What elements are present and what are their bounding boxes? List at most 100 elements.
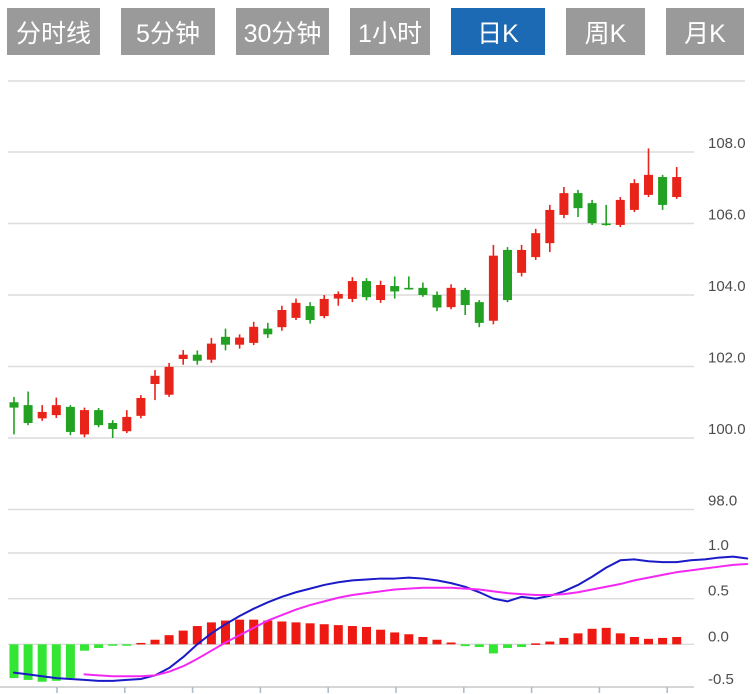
tab-1小时[interactable]: 1小时 <box>350 8 430 55</box>
candle-23 <box>333 291 343 306</box>
candle-7 <box>108 420 118 438</box>
macd-bar <box>446 642 456 645</box>
candle-33 <box>474 300 484 328</box>
price-axis-label: 100.0 <box>708 421 746 438</box>
macd-bar <box>192 626 202 645</box>
macd-bar <box>587 628 597 645</box>
tab-label: 日K <box>477 19 519 48</box>
tab-月K[interactable]: 月K <box>666 8 744 55</box>
candle-44 <box>629 179 639 213</box>
candle-41 <box>587 199 597 225</box>
macd-bar <box>531 643 541 645</box>
candle-35 <box>503 247 512 303</box>
candle-46 <box>658 174 668 210</box>
candlestick-grid: 108.0 106.0 104.0 102.0 100.0 98.0 <box>8 80 746 511</box>
candle-40 <box>573 189 583 218</box>
candle-12 <box>178 350 188 365</box>
tab-label: 分时线 <box>15 19 91 48</box>
tab-5分钟[interactable]: 5分钟 <box>121 8 215 55</box>
candle-42 <box>601 204 611 226</box>
macd-bar <box>362 626 371 645</box>
candlestick-series <box>9 148 682 438</box>
candle-45 <box>644 148 653 198</box>
candle-29 <box>418 282 428 297</box>
tab-label: 30分钟 <box>243 19 322 48</box>
candle-36 <box>517 244 527 277</box>
candle-1 <box>23 391 33 426</box>
macd-bar <box>178 630 188 645</box>
macd-bar <box>376 629 386 645</box>
candle-8 <box>122 410 132 433</box>
macd-bar <box>658 637 668 645</box>
macd-bar <box>37 644 47 682</box>
candle-37 <box>531 228 541 260</box>
candle-27 <box>390 276 400 299</box>
macd-axis-label: 0.0 <box>708 628 729 645</box>
tab-label: 月K <box>684 19 726 48</box>
candle-18 <box>263 322 273 338</box>
tab-日K[interactable]: 日K <box>451 8 545 55</box>
macd-bar <box>559 637 569 645</box>
macd-bar <box>347 626 357 645</box>
candle-25 <box>362 278 371 301</box>
candle-47 <box>672 167 682 199</box>
candle-24 <box>347 277 357 303</box>
candle-34 <box>488 244 498 325</box>
candle-28 <box>404 276 414 290</box>
macd-bar <box>460 644 470 647</box>
period-tabs: 分时线 5分钟 30分钟 1小时 日K 周K 月K <box>7 8 744 55</box>
macd-bar <box>390 632 400 645</box>
macd-bar <box>164 635 174 645</box>
candle-31 <box>446 284 456 310</box>
macd-bar <box>629 636 639 645</box>
macd-bar <box>517 644 527 648</box>
macd-bar <box>545 641 555 645</box>
candle-20 <box>291 298 301 321</box>
macd-bar <box>615 633 625 645</box>
macd-bar <box>51 644 61 681</box>
macd-axis-label: 0.5 <box>708 583 729 600</box>
macd-bar <box>488 644 498 654</box>
candle-30 <box>432 291 442 312</box>
tab-label: 5分钟 <box>136 19 200 48</box>
candle-17 <box>249 321 259 346</box>
macd-bar <box>644 638 653 645</box>
candle-9 <box>136 395 146 419</box>
candle-19 <box>277 305 287 331</box>
macd-bar <box>503 644 512 648</box>
macd-bar <box>404 634 414 645</box>
candle-26 <box>376 280 386 303</box>
tab-周K[interactable]: 周K <box>566 8 645 55</box>
macd-histogram <box>9 619 682 682</box>
macd-bar <box>108 644 118 646</box>
price-axis-label: 98.0 <box>708 492 737 509</box>
candle-6 <box>94 407 104 428</box>
candle-11 <box>164 362 174 397</box>
macd-bar <box>221 620 230 645</box>
macd-bar <box>474 644 484 648</box>
macd-bar <box>291 622 301 645</box>
candle-13 <box>192 350 202 365</box>
candle-21 <box>305 302 315 324</box>
tab-30分钟[interactable]: 30分钟 <box>236 8 329 55</box>
candle-38 <box>545 204 555 253</box>
candle-14 <box>206 337 216 363</box>
macd-bar <box>9 644 19 679</box>
macd-bar <box>432 639 442 645</box>
macd-bar <box>65 644 75 679</box>
macd-bar <box>249 619 259 645</box>
tab-label: 周K <box>584 19 627 48</box>
candle-2 <box>37 405 47 421</box>
candle-39 <box>559 187 569 219</box>
macd-bar <box>573 633 583 645</box>
price-axis-label: 104.0 <box>708 278 746 295</box>
candle-0 <box>9 396 19 435</box>
tab-分时线[interactable]: 分时线 <box>7 8 100 55</box>
candle-16 <box>235 334 245 349</box>
macd-bar <box>601 627 611 645</box>
macd-bar <box>94 644 104 648</box>
dea-line <box>83 562 749 678</box>
candle-15 <box>221 328 230 351</box>
macd-bar <box>263 620 273 645</box>
